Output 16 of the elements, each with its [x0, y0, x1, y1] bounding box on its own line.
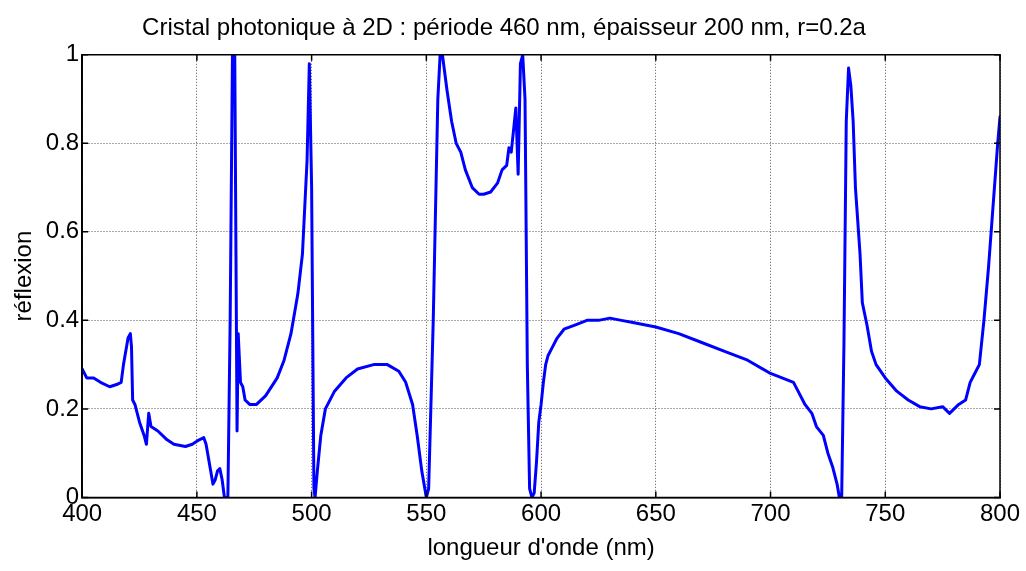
x-tick-label: 500	[291, 499, 332, 527]
chart-title: Cristal photonique à 2D : période 460 nm, épaisseur 200 nm, r=0.2a	[142, 13, 867, 41]
x-tick-label: 800	[979, 499, 1021, 527]
x-tick-label: 700	[750, 499, 791, 527]
y-tick-label: 0.4	[45, 304, 80, 332]
x-tick-label: 550	[406, 499, 447, 527]
y-axis-title: réflexion	[9, 230, 37, 322]
y-tick-label: 1	[65, 39, 80, 67]
y-tick-label: 0.8	[45, 127, 80, 155]
x-tick-label: 600	[521, 499, 562, 527]
x-tick-label: 450	[176, 499, 217, 527]
x-axis-title: longueur d'onde (nm)	[427, 533, 655, 561]
x-tick-label: 650	[635, 499, 676, 527]
x-tick-label: 750	[865, 499, 906, 527]
y-tick-label: 0.2	[45, 393, 80, 421]
y-tick-label: 0.6	[45, 216, 80, 244]
